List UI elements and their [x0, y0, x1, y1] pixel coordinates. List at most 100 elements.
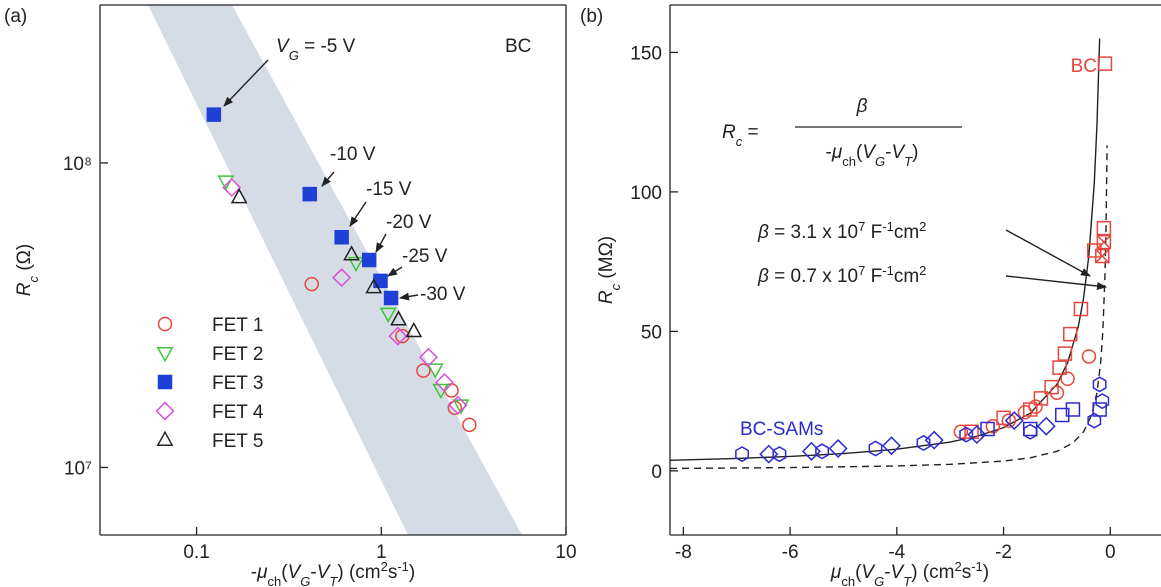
marker [924, 430, 944, 450]
y-tick-label: 0 [651, 462, 662, 483]
marker [1004, 411, 1024, 431]
marker [1096, 220, 1112, 236]
label-part: G [289, 48, 299, 63]
label-part: F [865, 266, 882, 287]
label-part: T [904, 154, 913, 169]
y-axis-label: Rc (MΩ) [596, 236, 623, 304]
marker [1095, 248, 1110, 264]
marker [379, 307, 397, 323]
y-tick-label: 50 [641, 322, 662, 343]
marker [332, 268, 352, 288]
fit-line [670, 38, 1101, 462]
label-part: -1 [882, 263, 894, 278]
label-part: β [757, 266, 769, 287]
marker [373, 273, 388, 289]
label-part: μ [256, 562, 268, 583]
x-tick-label: -6 [782, 542, 799, 563]
label-part: cm [894, 266, 919, 287]
label-part: 2 [954, 559, 961, 574]
x-axis-label: μch(VG-VT) (cm2s-1) [830, 559, 989, 587]
label-part: s [962, 562, 972, 583]
y-axis-label: Rc (Ω) [14, 244, 41, 296]
label-part: c [608, 283, 623, 290]
annotation: -15 V [366, 179, 412, 200]
label-part: - [826, 142, 832, 163]
marker [759, 444, 779, 464]
label-part: -1 [397, 559, 409, 574]
marker [985, 418, 1001, 434]
marker [1097, 56, 1113, 71]
legend-label: FET 3 [212, 373, 263, 394]
label-part: ( [855, 562, 862, 583]
label-part: F [865, 222, 882, 243]
label-part: G [874, 574, 884, 587]
marker [365, 278, 383, 294]
annotation: -30 V [420, 284, 466, 305]
marker [1055, 407, 1070, 423]
marker [980, 421, 995, 437]
marker [1001, 413, 1017, 428]
marker [1052, 360, 1067, 375]
panel-label: (b) [580, 6, 603, 27]
label-part: V [288, 562, 303, 583]
marker [405, 321, 423, 338]
marker [206, 107, 222, 122]
marker [395, 328, 410, 344]
marker [1065, 402, 1081, 417]
arrow [321, 171, 335, 187]
arrow [375, 233, 387, 253]
x-tick-label: -8 [675, 542, 692, 563]
label-part: -1 [971, 559, 983, 574]
label-part: - [885, 142, 891, 163]
legend-label: FET 5 [212, 431, 263, 452]
annotation: -25 V [402, 246, 448, 267]
label-part: β [757, 222, 769, 243]
label-part: V [861, 562, 876, 583]
legend-label: FET 2 [212, 344, 263, 365]
arrow [223, 59, 269, 107]
marker [1028, 399, 1043, 414]
marker [828, 439, 848, 459]
label-part: (Ω) [14, 244, 35, 276]
label-part: T [329, 574, 338, 587]
marker [1092, 376, 1107, 393]
label-part: ) (cm [337, 562, 380, 583]
marker [1087, 412, 1102, 429]
label-part: V [891, 142, 906, 163]
marker [1044, 379, 1059, 395]
label-part: V [891, 562, 906, 583]
marker [462, 417, 477, 433]
equation-lhs: Rc = [722, 122, 759, 149]
group-label: BC [1071, 56, 1097, 77]
marker [801, 441, 821, 461]
marker [343, 245, 360, 261]
label-part: R [14, 282, 35, 296]
arrow [1005, 275, 1107, 290]
marker [222, 178, 242, 198]
marker [772, 446, 787, 463]
marker [881, 436, 901, 456]
y-tick-label: 100 [630, 183, 662, 204]
label-part: - [251, 562, 257, 583]
legend-label: FET 1 [212, 315, 263, 336]
legend-marker [155, 401, 175, 421]
marker [388, 326, 408, 346]
panel-b: (b) μch(VG-VT) (cm2s-1) Rc (MΩ) Rc = β -… [580, 4, 1161, 587]
annotation: -10 V [330, 144, 376, 165]
label-part: (MΩ) [596, 236, 617, 284]
marker [334, 229, 349, 245]
label-part: ) [912, 142, 918, 163]
label-part: μ [831, 142, 843, 163]
marker [1081, 349, 1097, 364]
marker [418, 347, 438, 367]
marker [953, 424, 969, 440]
marker [916, 434, 931, 451]
label-part: G [300, 574, 310, 587]
marker [1063, 326, 1078, 342]
marker [967, 425, 987, 445]
marker [302, 186, 318, 202]
label-part: 2 [381, 559, 388, 574]
marker [1022, 421, 1038, 437]
plot-area [206, 107, 477, 433]
